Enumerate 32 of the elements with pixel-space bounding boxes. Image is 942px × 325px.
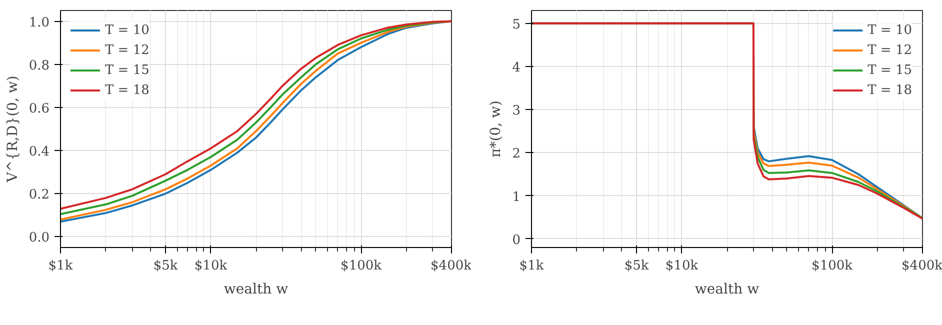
legend-label: T = 10 (868, 22, 912, 38)
y-axis-title: V^{R,D}(0, w) (4, 76, 21, 184)
x-tick-label: $10k (665, 258, 698, 274)
legend-label: T = 12 (105, 42, 150, 58)
x-tick-label: $10k (194, 258, 228, 274)
legend-label: T = 12 (868, 42, 912, 58)
x-tick-label: $1k (48, 258, 73, 274)
x-axis-title: wealth w (224, 282, 288, 298)
x-tick-label: $5k (624, 258, 649, 274)
legend-label: T = 15 (105, 62, 150, 78)
y-tick-label: 0.2 (28, 188, 50, 203)
y-tick-label: 0.8 (28, 58, 50, 74)
y-tick-label: 0.6 (28, 101, 50, 116)
y-tick-label: 2 (512, 146, 521, 162)
y-tick-label: 1.0 (28, 15, 50, 30)
x-tick-label: $100k (340, 258, 382, 274)
y-tick-label: 5 (512, 17, 521, 32)
legend-label: T = 18 (105, 82, 150, 98)
x-axis-title: wealth w (694, 282, 760, 298)
legend-label: T = 10 (105, 22, 150, 38)
y-tick-label: 0.4 (28, 144, 50, 160)
y-tick-label: 0.0 (28, 230, 50, 246)
x-tick-label: $5k (153, 258, 178, 274)
y-tick-label: 3 (512, 104, 521, 119)
y-axis-title: π*(0, w) (488, 100, 504, 158)
y-tick-label: 1 (512, 190, 521, 205)
legend-label: T = 18 (868, 82, 912, 98)
x-tick-label: $1k (519, 258, 544, 274)
y-tick-label: 0 (512, 232, 521, 248)
legend-label: T = 15 (868, 62, 912, 78)
x-tick-label: $100k (812, 258, 853, 274)
y-tick-label: 4 (512, 60, 521, 76)
